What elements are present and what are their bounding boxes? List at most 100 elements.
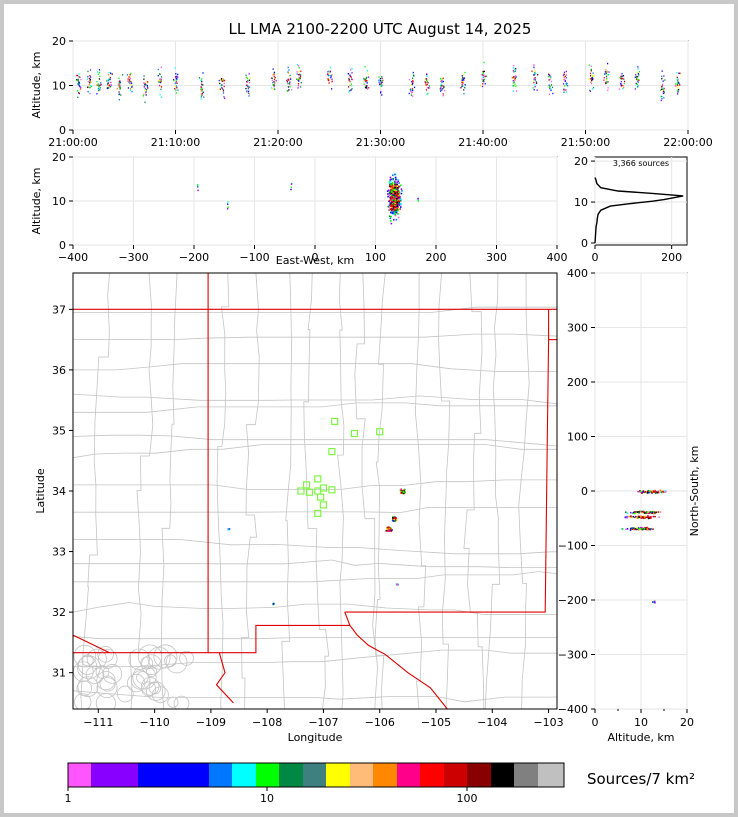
time-height-source xyxy=(548,84,550,86)
time-height-source xyxy=(351,78,353,81)
time-height-source xyxy=(590,74,592,77)
time-height-source xyxy=(620,75,622,78)
time-height-source xyxy=(297,85,300,87)
ew-source xyxy=(393,194,396,197)
time-height-source xyxy=(550,89,552,92)
time-height-source xyxy=(145,88,147,91)
ns-source xyxy=(632,527,635,529)
ns-source xyxy=(654,491,656,493)
ns-tick-label: 400 xyxy=(567,267,588,280)
time-height-source xyxy=(638,79,640,82)
time-height-source xyxy=(271,79,273,82)
ew-source xyxy=(396,207,399,209)
longitude-label: Longitude xyxy=(288,731,343,744)
time-height-source xyxy=(662,88,664,91)
time-height-source xyxy=(99,87,101,89)
time-height-source xyxy=(365,77,367,79)
time-height-source xyxy=(379,82,381,85)
ew-source xyxy=(393,189,396,192)
time-height-source xyxy=(363,83,365,85)
time-height-source xyxy=(90,81,93,84)
time-height-source xyxy=(160,96,163,98)
time-height-source xyxy=(589,90,592,92)
ns-alt-tick-label: 20 xyxy=(680,716,694,729)
time-height-source xyxy=(128,79,130,81)
time-height-source xyxy=(129,89,132,92)
time-height-source xyxy=(160,66,162,69)
time-height-source xyxy=(411,88,413,90)
ns-source xyxy=(635,511,637,513)
time-height-source xyxy=(461,81,463,84)
ew-height-sources xyxy=(196,173,420,225)
ns-source xyxy=(644,517,646,520)
ns-source xyxy=(641,492,643,494)
time-height-source xyxy=(382,79,384,82)
time-tick-label: 21:50:00 xyxy=(561,136,610,149)
time-height-source xyxy=(533,88,535,91)
ns-source xyxy=(654,492,657,495)
ns-source xyxy=(631,528,634,530)
time-height-source xyxy=(363,80,365,83)
time-height-source xyxy=(86,78,89,80)
ew-source xyxy=(390,220,392,222)
time-height-source xyxy=(109,76,111,79)
time-height-source xyxy=(175,89,177,91)
time-height-source xyxy=(271,87,273,89)
time-height-source xyxy=(145,94,147,96)
colorbar-cell xyxy=(397,763,420,787)
time-height-source xyxy=(219,79,222,81)
time-height-source xyxy=(327,78,329,80)
ew-source xyxy=(400,188,403,190)
time-height-source xyxy=(88,83,90,86)
ew-source xyxy=(388,200,390,203)
time-height-source xyxy=(120,94,122,96)
time-height-source xyxy=(483,74,485,76)
time-height-source xyxy=(157,68,159,71)
ns-source xyxy=(637,511,639,513)
hist-alt-tick-label: 20 xyxy=(574,155,588,168)
time-height-source xyxy=(412,95,414,97)
time-height-source xyxy=(76,74,79,77)
time-height-source xyxy=(605,72,607,75)
time-height-source xyxy=(661,86,663,88)
time-height-source xyxy=(174,85,177,88)
time-height-source xyxy=(351,85,353,87)
time-height-source xyxy=(552,92,554,95)
time-height-source xyxy=(201,80,203,83)
time-height-source xyxy=(89,84,91,87)
ns-source xyxy=(631,512,634,515)
time-height-source xyxy=(366,82,368,84)
plan-view-panel: −111 −110 −109 −108 −107 −106 −105 −104 −103 31 32… xyxy=(34,272,564,744)
time-height-source xyxy=(289,74,291,77)
ew-source xyxy=(389,208,392,210)
ns-source xyxy=(659,489,661,492)
time-height-source xyxy=(348,91,350,93)
time-height-source xyxy=(296,64,299,66)
ns-source xyxy=(660,491,663,493)
ew-source xyxy=(397,178,399,181)
ns-source xyxy=(626,516,628,519)
ew-source xyxy=(394,206,397,209)
time-height-source xyxy=(351,68,353,70)
time-height-source xyxy=(481,78,483,80)
time-height-source xyxy=(97,87,100,90)
time-height-source xyxy=(328,70,330,72)
time-height-source xyxy=(512,77,514,79)
time-height-source xyxy=(605,81,607,83)
time-tick-label: 21:00:00 xyxy=(48,136,97,149)
ns-source xyxy=(643,511,645,513)
station-marker xyxy=(303,481,311,489)
time-height-source xyxy=(565,84,567,86)
time-height-source xyxy=(549,86,551,89)
time-height-source xyxy=(565,74,568,76)
time-height-source xyxy=(412,81,414,83)
time-height-source xyxy=(590,69,592,71)
time-height-source xyxy=(223,79,226,82)
ns-source xyxy=(649,528,651,530)
colorbar-cells xyxy=(68,763,564,787)
time-height-source xyxy=(78,82,81,85)
ew-source xyxy=(392,178,394,181)
ew-source xyxy=(389,176,392,179)
ew-source xyxy=(396,181,398,184)
ew-source xyxy=(388,209,391,211)
